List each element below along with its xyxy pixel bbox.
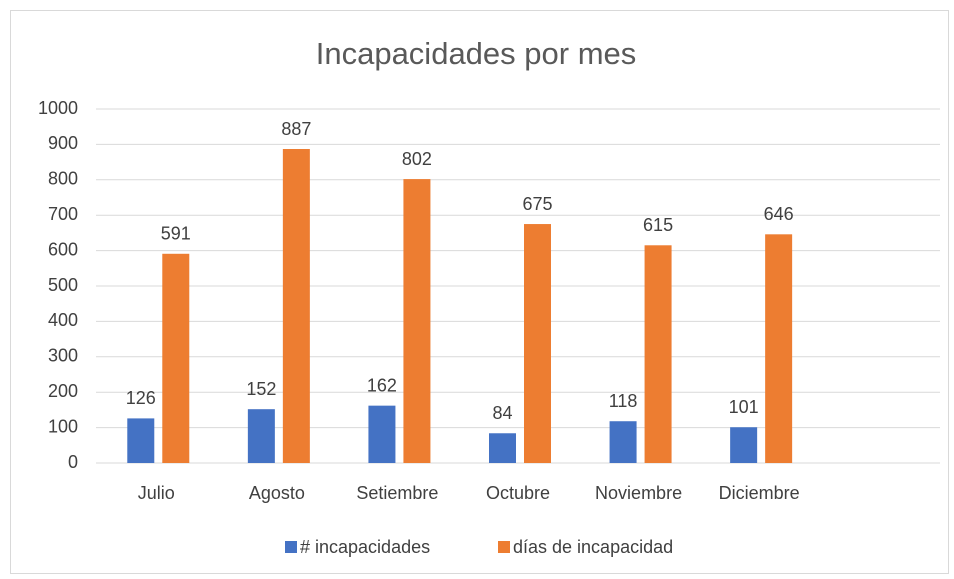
y-tick-label: 200: [48, 381, 78, 401]
y-tick-label: 1000: [38, 98, 78, 118]
y-tick-label: 700: [48, 204, 78, 224]
y-tick-label: 0: [68, 452, 78, 472]
x-tick-label: Agosto: [249, 483, 305, 503]
y-tick-label: 600: [48, 239, 78, 259]
bar: [609, 421, 637, 463]
x-tick-label: Julio: [138, 483, 175, 503]
bar: [524, 224, 551, 463]
bar: [282, 149, 310, 463]
y-tick-label: 400: [48, 310, 78, 330]
data-label: 101: [729, 397, 759, 417]
y-tick-label: 800: [48, 169, 78, 189]
bar: [247, 409, 275, 463]
data-label: 646: [764, 204, 794, 224]
bar: [127, 418, 155, 463]
chart-title: Incapacidades por mes: [316, 36, 637, 71]
x-tick-label: Setiembre: [356, 483, 438, 503]
bar: [489, 433, 516, 463]
bar: [403, 179, 431, 464]
x-tick-label: Diciembre: [719, 483, 800, 503]
x-tick-label: Octubre: [486, 483, 550, 503]
legend-label: # incapacidades: [300, 537, 430, 557]
legend-swatch: [285, 541, 297, 553]
bar: [644, 245, 672, 463]
data-label: 887: [281, 119, 311, 139]
y-tick-label: 300: [48, 346, 78, 366]
data-label: 162: [367, 375, 397, 395]
legend-label: días de incapacidad: [513, 537, 673, 557]
data-label: 84: [492, 403, 512, 423]
x-tick-label: Noviembre: [595, 483, 682, 503]
data-label: 675: [522, 194, 552, 214]
bar: [765, 234, 793, 463]
data-label: 615: [643, 215, 673, 235]
data-label: 152: [246, 379, 276, 399]
legend-swatch: [498, 541, 510, 553]
data-label: 126: [126, 388, 156, 408]
bar: [368, 405, 396, 463]
y-tick-label: 900: [48, 133, 78, 153]
data-label: 591: [161, 224, 191, 244]
y-tick-label: 100: [48, 416, 78, 436]
y-tick-label: 500: [48, 275, 78, 295]
data-label: 802: [402, 149, 432, 169]
data-label: 118: [609, 391, 638, 411]
bar: [162, 253, 190, 463]
bar: [730, 427, 758, 463]
